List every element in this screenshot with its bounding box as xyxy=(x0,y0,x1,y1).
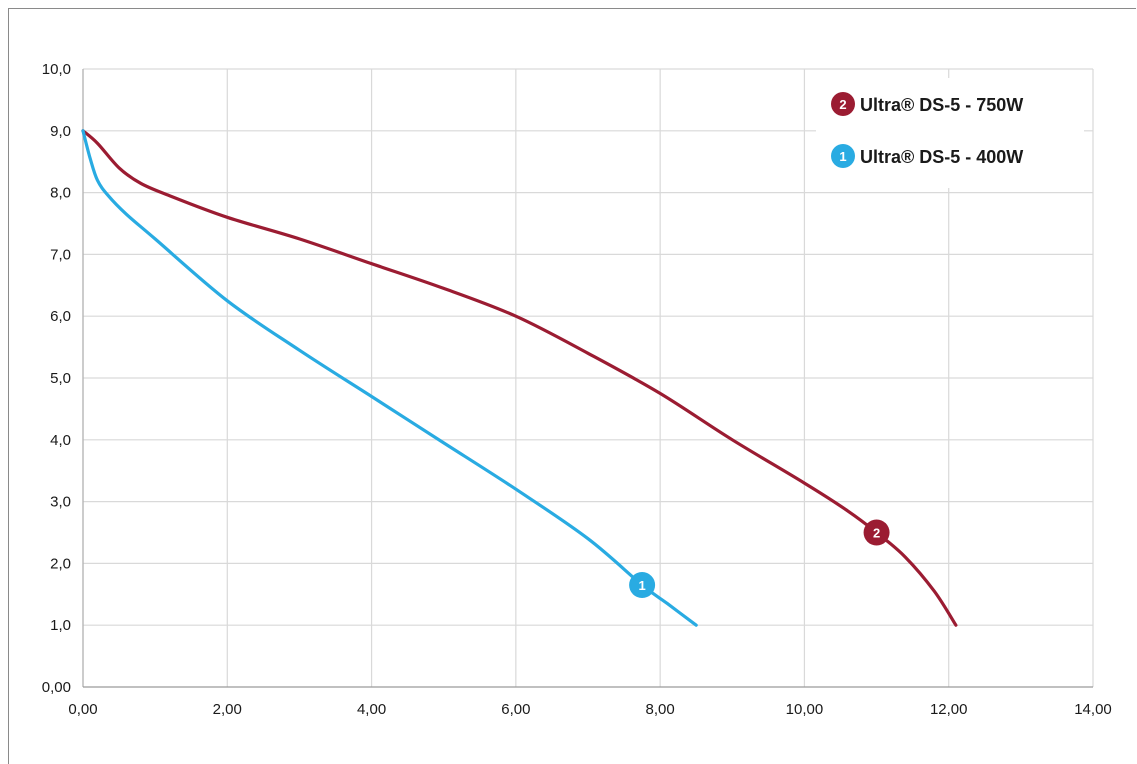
y-tick-label: 2,0 xyxy=(50,555,71,572)
legend-label: Ultra® DS-5 - 400W xyxy=(860,147,1023,167)
series-1: 1 xyxy=(81,129,698,627)
series-layer: 21 xyxy=(81,129,958,627)
series-marker-badge xyxy=(863,519,890,546)
series-marker-label: 1 xyxy=(638,578,645,593)
x-tick-label: 2,00 xyxy=(213,701,242,718)
chart-frame xyxy=(8,8,1136,764)
x-tick-label: 4,00 xyxy=(357,701,386,718)
legend-marker-number: 1 xyxy=(839,149,846,164)
legend-label: Ultra® DS-5 - 750W xyxy=(860,95,1023,115)
y-tick-label: 0,00 xyxy=(42,679,71,696)
y-tick-label: 8,0 xyxy=(50,185,71,202)
y-tick-label: 5,0 xyxy=(50,370,71,387)
y-tick-label: 3,0 xyxy=(50,494,71,511)
y-tick-label: 9,0 xyxy=(50,123,71,140)
x-tick-label: 10,00 xyxy=(786,701,824,718)
series-2: 2 xyxy=(81,129,958,627)
y-tick-label: 6,0 xyxy=(50,308,71,325)
legend-swatch xyxy=(831,144,855,168)
legend-swatch xyxy=(831,92,855,116)
y-tick-label: 7,0 xyxy=(50,246,71,263)
x-tick-label: 8,00 xyxy=(646,701,675,718)
series-marker-label: 2 xyxy=(873,526,880,541)
legend-background xyxy=(816,78,1084,188)
x-tick-label: 6,00 xyxy=(501,701,530,718)
y-tick-label: 1,0 xyxy=(50,617,71,634)
x-tick-label: 12,00 xyxy=(930,701,968,718)
x-axis-tick-labels: 0,00 2,00 4,00 6,00 8,00 10,00 12,00 14,00 xyxy=(68,701,1111,718)
x-tick-label: 14,00 xyxy=(1074,701,1112,718)
y-tick-label: 10,0 xyxy=(42,61,71,78)
x-tick-label: 0,00 xyxy=(68,701,97,718)
legend-item: 2 Ultra® DS-5 - 750W xyxy=(831,92,1023,116)
legend-marker-number: 2 xyxy=(839,97,846,112)
series-line-1 xyxy=(81,129,698,627)
y-tick-label: 4,0 xyxy=(50,432,71,449)
series-marker-badge xyxy=(629,572,656,599)
y-axis-tick-labels: 0,00 1,0 2,0 3,0 4,0 5,0 6,0 7,0 8,0 9,0 10,0 xyxy=(42,61,71,696)
legend-item: 1 Ultra® DS-5 - 400W xyxy=(831,144,1023,168)
legend: 2 Ultra® DS-5 - 750W 1 Ultra® DS-5 - 400W xyxy=(816,78,1084,188)
axes xyxy=(82,69,1093,688)
